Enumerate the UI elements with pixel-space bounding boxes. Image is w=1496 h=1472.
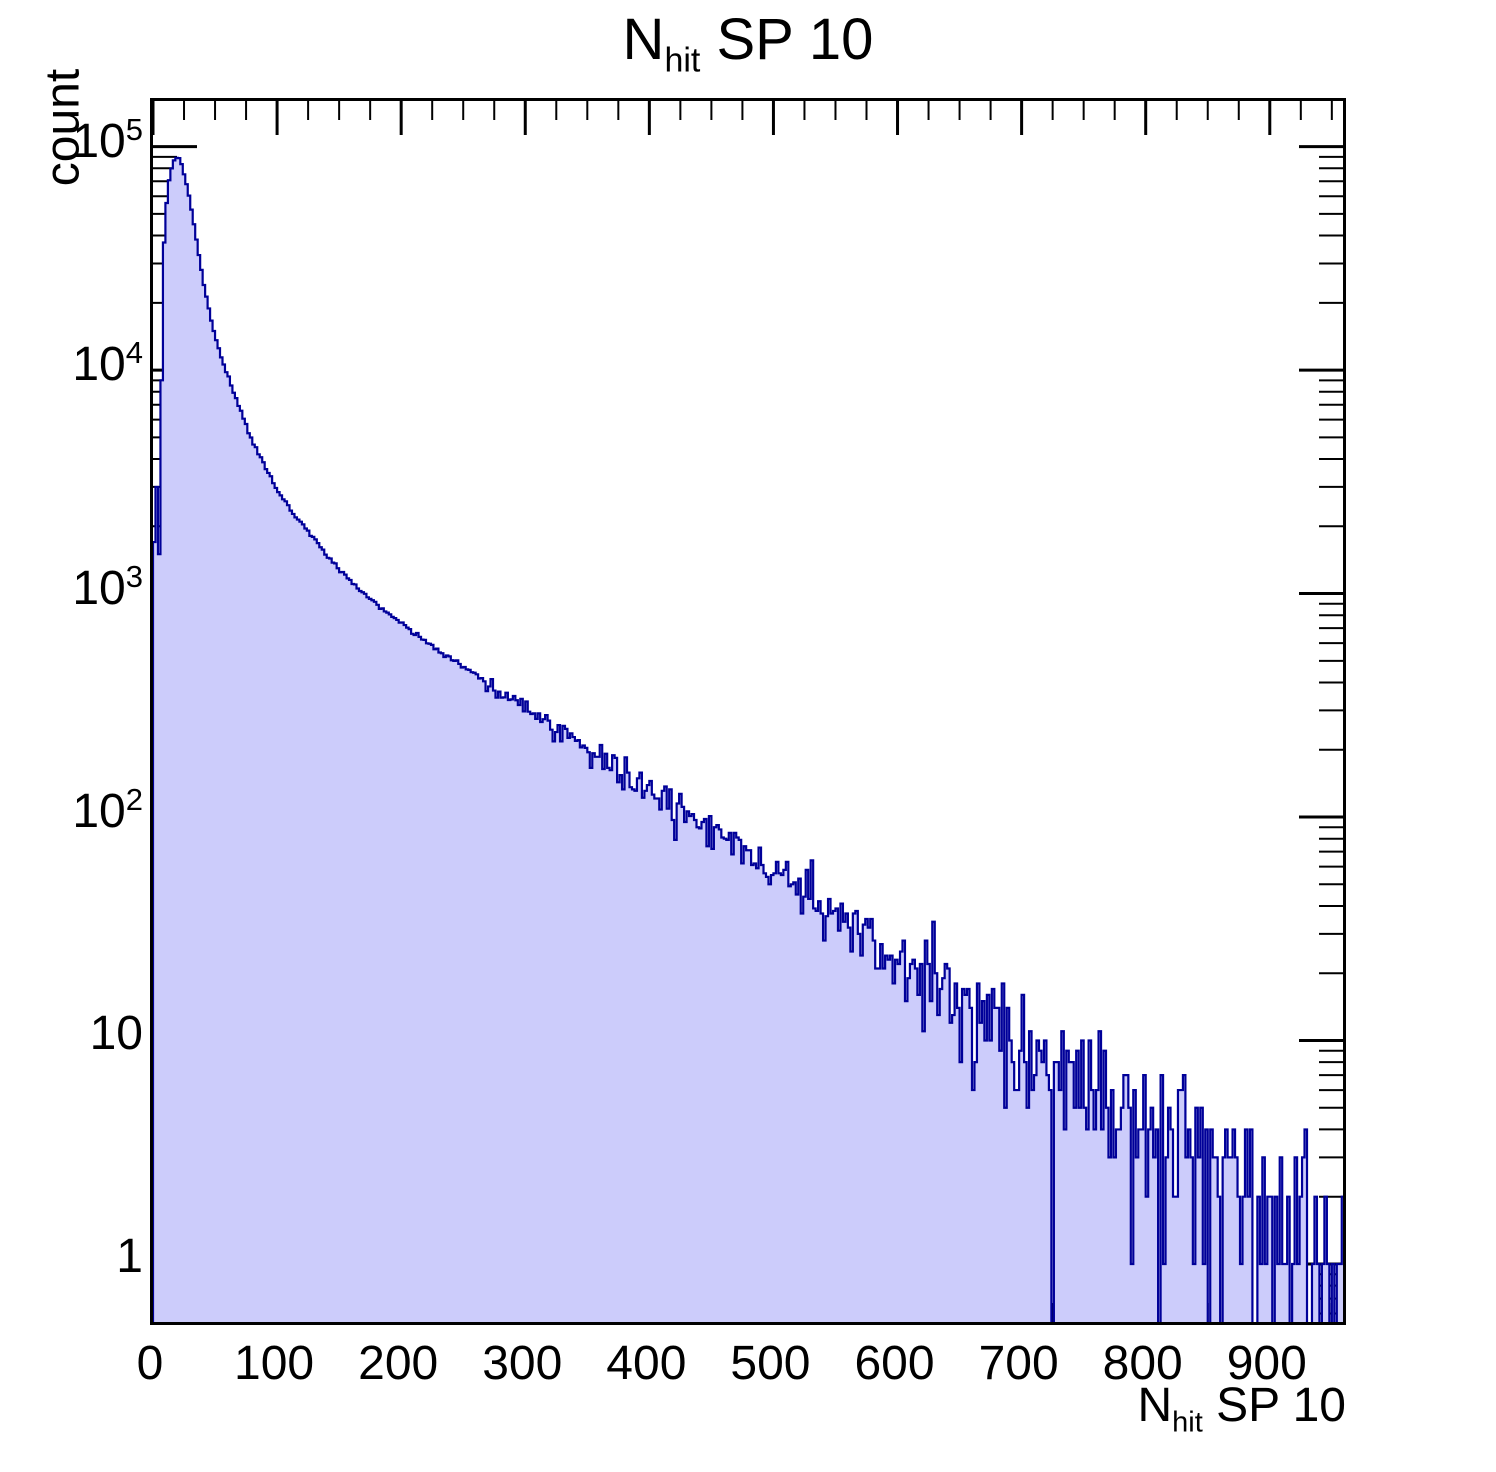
x-tick-label: 700 <box>978 1337 1059 1390</box>
x-tick-label: 600 <box>854 1337 935 1390</box>
x-tick-label: 900 <box>1226 1337 1307 1390</box>
x-tick-label: 400 <box>606 1337 687 1390</box>
y-tick-exponent: 5 <box>125 111 143 147</box>
y-tick-label: 102 <box>72 782 143 839</box>
title-main: N <box>622 7 665 72</box>
y-tick-base: 10 <box>72 338 126 392</box>
y-tick-base: 10 <box>72 114 126 168</box>
x-tick-label: 100 <box>234 1337 315 1390</box>
plot-frame <box>150 98 1346 1325</box>
x-tick-label: 800 <box>1102 1337 1183 1390</box>
x-title-rest: SP 10 <box>1202 1379 1346 1432</box>
y-tick-label: 105 <box>72 112 143 169</box>
title-rest: SP 10 <box>700 7 874 72</box>
histogram-outline <box>153 156 1343 1322</box>
y-tick-base: 10 <box>72 561 126 615</box>
y-tick-label: 103 <box>72 559 143 616</box>
y-tick-exponent: 3 <box>125 558 143 594</box>
x-axis-title: Nhit SP 10 <box>1060 1378 1346 1440</box>
y-tick-label: 104 <box>72 335 143 392</box>
histogram-svg <box>153 101 1343 1322</box>
y-tick-base: 10 <box>72 785 126 839</box>
y-tick-exponent: 2 <box>125 782 143 818</box>
y-tick-label: 10 <box>89 1006 143 1060</box>
x-tick-label: 500 <box>730 1337 811 1390</box>
title-subscript: hit <box>664 41 701 80</box>
y-tick-exponent: 4 <box>125 335 143 371</box>
x-title-subscript: hit <box>1172 1406 1203 1439</box>
page-title: Nhit SP 10 <box>0 6 1496 81</box>
histogram-fill <box>153 157 1343 1322</box>
x-tick-label: 300 <box>482 1337 563 1390</box>
y-tick-label: 1 <box>116 1229 143 1283</box>
x-tick-label: 0 <box>136 1337 164 1390</box>
x-tick-label: 200 <box>358 1337 439 1390</box>
x-title-main: N <box>1137 1379 1173 1432</box>
